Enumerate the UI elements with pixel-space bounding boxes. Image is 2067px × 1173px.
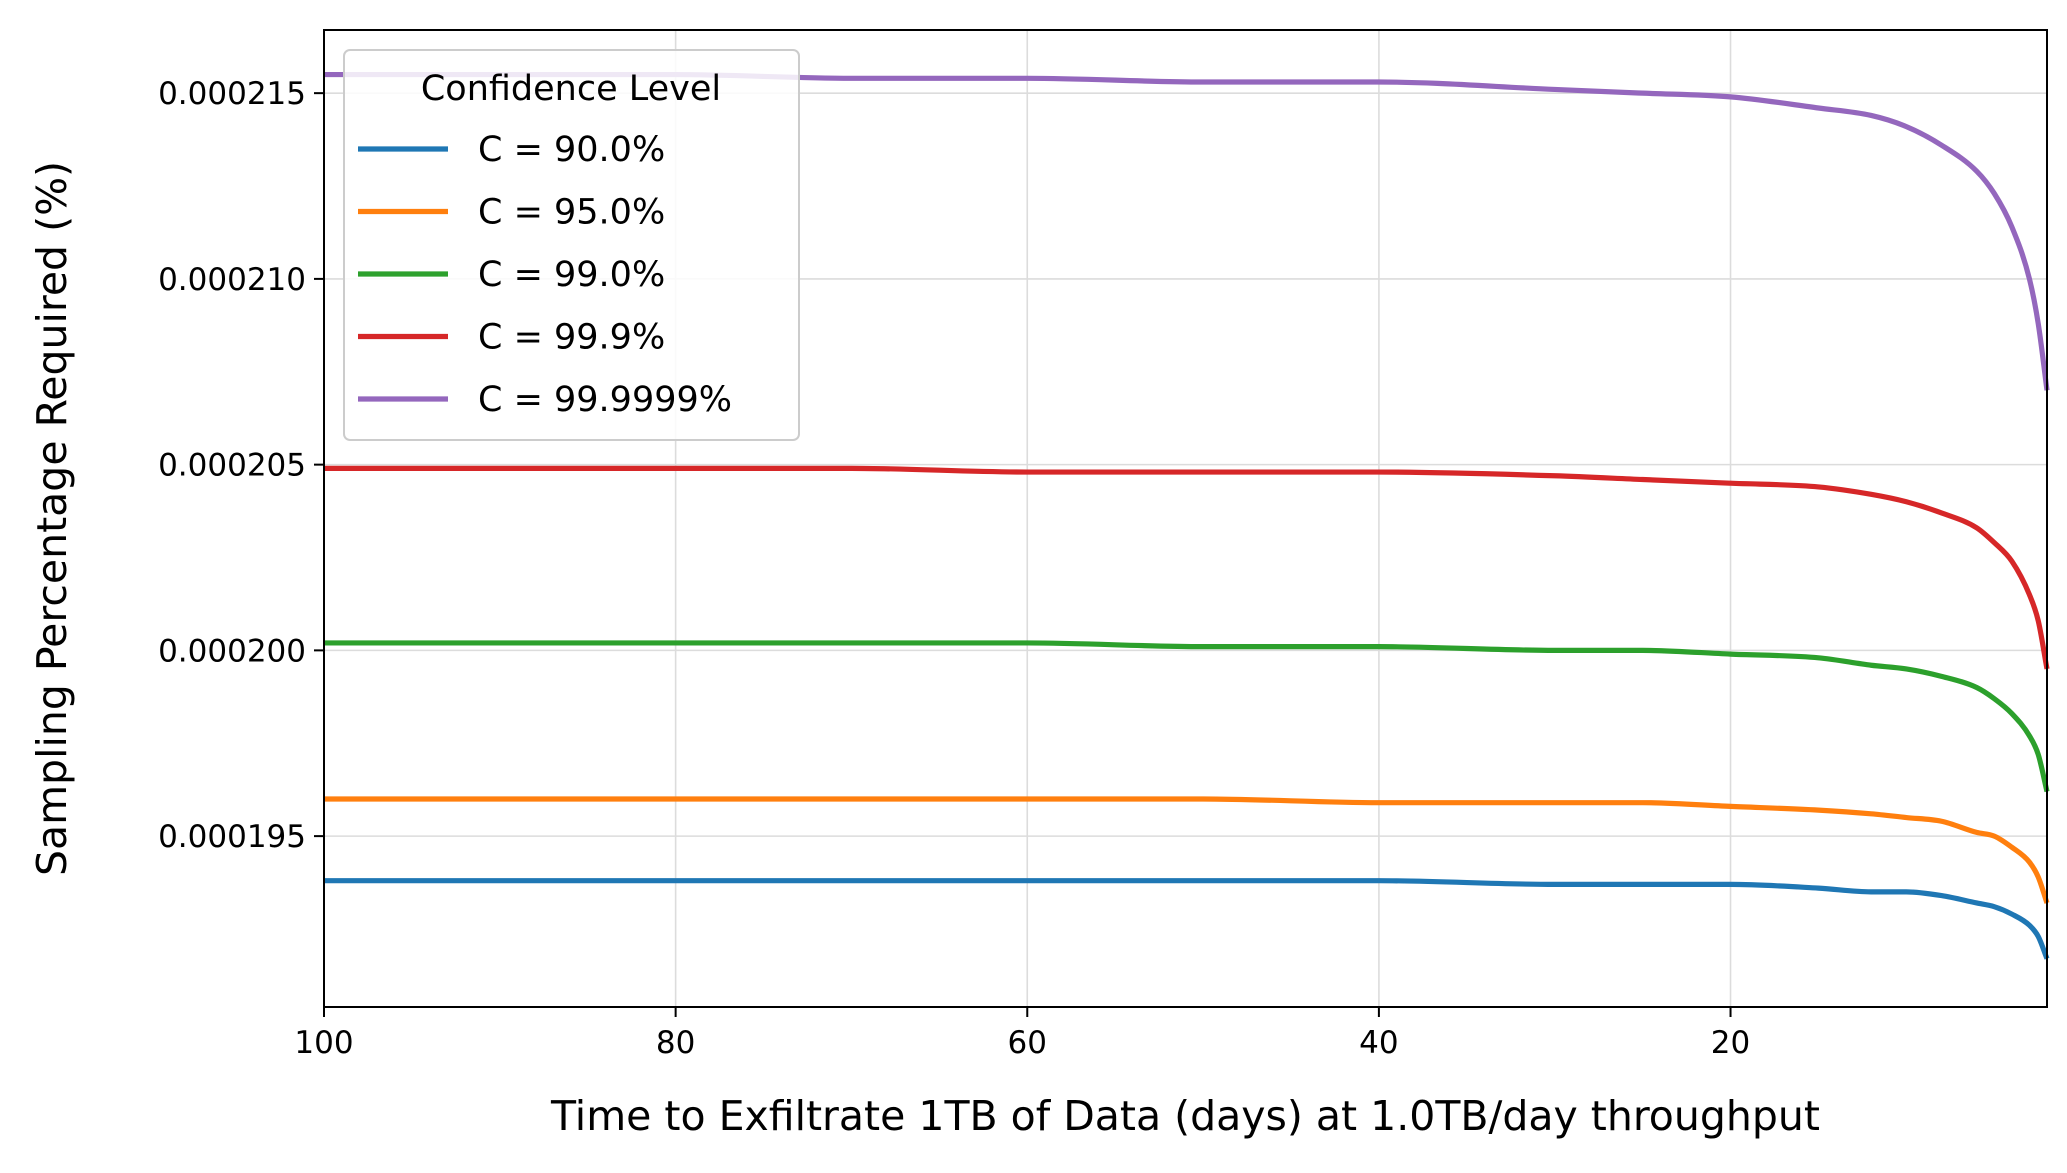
legend-box — [343, 49, 800, 441]
x-tick-label: 40 — [1359, 1025, 1398, 1061]
x-tick-label: 80 — [656, 1025, 695, 1061]
series-line — [324, 796, 2050, 904]
plot-frame — [323, 29, 2048, 1008]
y-tick-label: 0.000195 — [158, 819, 306, 855]
series-line — [324, 640, 2050, 793]
y-tick-label: 0.000200 — [158, 633, 306, 669]
legend-label: C = 99.0% — [478, 255, 665, 295]
y-axis-label: Sampling Percentage Required (%) — [28, 161, 76, 876]
legend-label: C = 99.9% — [478, 318, 665, 358]
legend-label: C = 99.9999% — [478, 380, 732, 420]
series-lines — [324, 71, 2050, 960]
x-axis-label: Time to Exfiltrate 1TB of Data (days) at… — [550, 1092, 1820, 1140]
y-tick-label: 0.000210 — [158, 262, 306, 298]
legend-label: C = 95.0% — [478, 193, 665, 233]
x-tick-label: 100 — [294, 1025, 353, 1061]
x-tick-label: 20 — [1711, 1025, 1750, 1061]
x-tick-label: 60 — [1008, 1025, 1047, 1061]
axis-ticks: 100 80 60 40 20 0.000195 0.000200 0.000205 0.000… — [158, 76, 1750, 1061]
legend-label: C = 90.0% — [478, 130, 665, 170]
y-tick-label: 0.000215 — [158, 76, 306, 112]
y-tick-label: 0.000205 — [158, 448, 306, 484]
legend-title: Confidence Level — [421, 69, 721, 109]
series-line — [324, 878, 2050, 960]
series-line — [324, 465, 2050, 670]
legend: Confidence Level C = 90.0% C = 95.0% C = 99… — [343, 49, 800, 441]
